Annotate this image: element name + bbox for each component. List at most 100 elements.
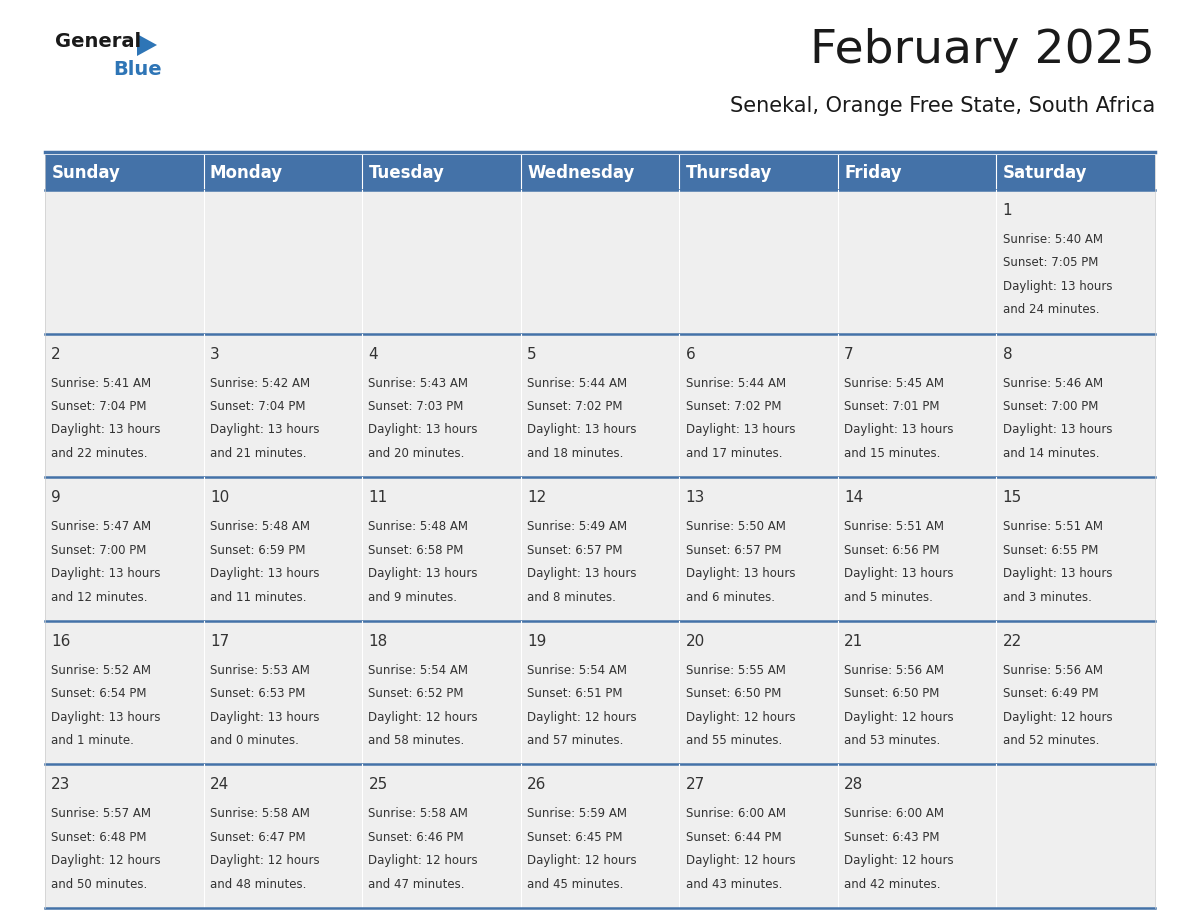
- Bar: [362, 190, 520, 333]
- Text: Sunrise: 5:42 AM: Sunrise: 5:42 AM: [210, 376, 310, 389]
- Text: and 52 minutes.: and 52 minutes.: [1003, 734, 1099, 747]
- Text: Sunset: 6:56 PM: Sunset: 6:56 PM: [845, 543, 940, 556]
- Text: Daylight: 13 hours: Daylight: 13 hours: [210, 423, 320, 436]
- Bar: [680, 621, 838, 765]
- Text: Blue: Blue: [113, 60, 162, 79]
- Text: Sunrise: 5:45 AM: Sunrise: 5:45 AM: [845, 376, 944, 389]
- Text: and 50 minutes.: and 50 minutes.: [51, 878, 147, 890]
- Text: Sunrise: 5:44 AM: Sunrise: 5:44 AM: [527, 376, 627, 389]
- Bar: [680, 333, 838, 477]
- Text: Daylight: 13 hours: Daylight: 13 hours: [51, 711, 160, 723]
- Text: 5: 5: [527, 346, 537, 362]
- Text: Sunrise: 5:59 AM: Sunrise: 5:59 AM: [527, 808, 627, 821]
- Text: Sunrise: 5:53 AM: Sunrise: 5:53 AM: [210, 664, 310, 677]
- Text: and 43 minutes.: and 43 minutes.: [685, 878, 782, 890]
- Text: and 15 minutes.: and 15 minutes.: [845, 447, 941, 460]
- Bar: [520, 765, 680, 908]
- Text: Daylight: 13 hours: Daylight: 13 hours: [527, 567, 637, 580]
- Bar: [838, 765, 997, 908]
- Bar: [838, 155, 997, 190]
- Text: and 5 minutes.: and 5 minutes.: [845, 590, 933, 603]
- Text: Thursday: Thursday: [685, 163, 772, 182]
- Text: Sunset: 6:57 PM: Sunset: 6:57 PM: [527, 543, 623, 556]
- Polygon shape: [137, 34, 157, 56]
- Text: Sunset: 7:01 PM: Sunset: 7:01 PM: [845, 400, 940, 413]
- Text: Sunrise: 5:44 AM: Sunrise: 5:44 AM: [685, 376, 785, 389]
- Bar: [362, 155, 520, 190]
- Text: Daylight: 12 hours: Daylight: 12 hours: [51, 855, 160, 868]
- Text: Sunset: 6:43 PM: Sunset: 6:43 PM: [845, 831, 940, 844]
- Text: 13: 13: [685, 490, 704, 505]
- Text: 12: 12: [527, 490, 546, 505]
- Bar: [680, 155, 838, 190]
- Text: February 2025: February 2025: [810, 28, 1155, 73]
- Text: and 8 minutes.: and 8 minutes.: [527, 590, 615, 603]
- Text: 17: 17: [210, 633, 229, 649]
- Text: and 1 minute.: and 1 minute.: [51, 734, 134, 747]
- Bar: [520, 333, 680, 477]
- Text: 20: 20: [685, 633, 704, 649]
- Text: Sunrise: 5:51 AM: Sunrise: 5:51 AM: [1003, 521, 1102, 533]
- Text: Sunrise: 5:54 AM: Sunrise: 5:54 AM: [368, 664, 468, 677]
- Text: and 6 minutes.: and 6 minutes.: [685, 590, 775, 603]
- Text: and 24 minutes.: and 24 minutes.: [1003, 303, 1099, 317]
- Text: Sunrise: 5:58 AM: Sunrise: 5:58 AM: [210, 808, 310, 821]
- Text: Daylight: 13 hours: Daylight: 13 hours: [527, 423, 637, 436]
- Text: and 3 minutes.: and 3 minutes.: [1003, 590, 1092, 603]
- Text: Daylight: 12 hours: Daylight: 12 hours: [368, 855, 478, 868]
- Text: 1: 1: [1003, 203, 1012, 218]
- Text: Sunset: 6:52 PM: Sunset: 6:52 PM: [368, 688, 465, 700]
- Text: 25: 25: [368, 778, 387, 792]
- Text: Daylight: 12 hours: Daylight: 12 hours: [210, 855, 320, 868]
- Bar: [680, 190, 838, 333]
- Text: Sunrise: 5:51 AM: Sunrise: 5:51 AM: [845, 521, 944, 533]
- Text: and 58 minutes.: and 58 minutes.: [368, 734, 465, 747]
- Text: Sunrise: 5:57 AM: Sunrise: 5:57 AM: [51, 808, 151, 821]
- Bar: [45, 155, 203, 190]
- Text: and 18 minutes.: and 18 minutes.: [527, 447, 624, 460]
- Text: Sunrise: 5:43 AM: Sunrise: 5:43 AM: [368, 376, 468, 389]
- Text: Sunrise: 5:47 AM: Sunrise: 5:47 AM: [51, 521, 151, 533]
- Text: 28: 28: [845, 778, 864, 792]
- Text: Sunrise: 5:55 AM: Sunrise: 5:55 AM: [685, 664, 785, 677]
- Text: 8: 8: [1003, 346, 1012, 362]
- Text: 2: 2: [51, 346, 61, 362]
- Text: Sunset: 6:59 PM: Sunset: 6:59 PM: [210, 543, 305, 556]
- Text: Friday: Friday: [845, 163, 902, 182]
- Text: 24: 24: [210, 778, 229, 792]
- Text: and 48 minutes.: and 48 minutes.: [210, 878, 307, 890]
- Text: Sunrise: 5:54 AM: Sunrise: 5:54 AM: [527, 664, 627, 677]
- Text: Sunset: 7:02 PM: Sunset: 7:02 PM: [685, 400, 782, 413]
- Text: Sunset: 6:49 PM: Sunset: 6:49 PM: [1003, 688, 1099, 700]
- Text: and 0 minutes.: and 0 minutes.: [210, 734, 299, 747]
- Bar: [203, 477, 362, 621]
- Bar: [520, 155, 680, 190]
- Text: Sunset: 6:51 PM: Sunset: 6:51 PM: [527, 688, 623, 700]
- Text: Sunrise: 5:56 AM: Sunrise: 5:56 AM: [845, 664, 944, 677]
- Bar: [997, 621, 1155, 765]
- Text: Daylight: 13 hours: Daylight: 13 hours: [368, 423, 478, 436]
- Text: Sunrise: 5:48 AM: Sunrise: 5:48 AM: [368, 521, 468, 533]
- Bar: [520, 621, 680, 765]
- Text: and 21 minutes.: and 21 minutes.: [210, 447, 307, 460]
- Text: 9: 9: [51, 490, 61, 505]
- Text: and 47 minutes.: and 47 minutes.: [368, 878, 465, 890]
- Text: and 53 minutes.: and 53 minutes.: [845, 734, 941, 747]
- Text: Sunrise: 5:50 AM: Sunrise: 5:50 AM: [685, 521, 785, 533]
- Bar: [203, 765, 362, 908]
- Text: Sunset: 7:00 PM: Sunset: 7:00 PM: [1003, 400, 1098, 413]
- Bar: [45, 333, 203, 477]
- Text: Sunrise: 5:41 AM: Sunrise: 5:41 AM: [51, 376, 151, 389]
- Text: and 11 minutes.: and 11 minutes.: [210, 590, 307, 603]
- Text: Sunrise: 5:52 AM: Sunrise: 5:52 AM: [51, 664, 151, 677]
- Bar: [680, 477, 838, 621]
- Text: and 12 minutes.: and 12 minutes.: [51, 590, 147, 603]
- Text: Senekal, Orange Free State, South Africa: Senekal, Orange Free State, South Africa: [729, 96, 1155, 116]
- Text: Daylight: 12 hours: Daylight: 12 hours: [845, 855, 954, 868]
- Text: Sunset: 6:54 PM: Sunset: 6:54 PM: [51, 688, 147, 700]
- Text: Daylight: 13 hours: Daylight: 13 hours: [368, 567, 478, 580]
- Text: 7: 7: [845, 346, 854, 362]
- Text: Sunset: 7:02 PM: Sunset: 7:02 PM: [527, 400, 623, 413]
- Text: Daylight: 12 hours: Daylight: 12 hours: [685, 855, 795, 868]
- Bar: [838, 621, 997, 765]
